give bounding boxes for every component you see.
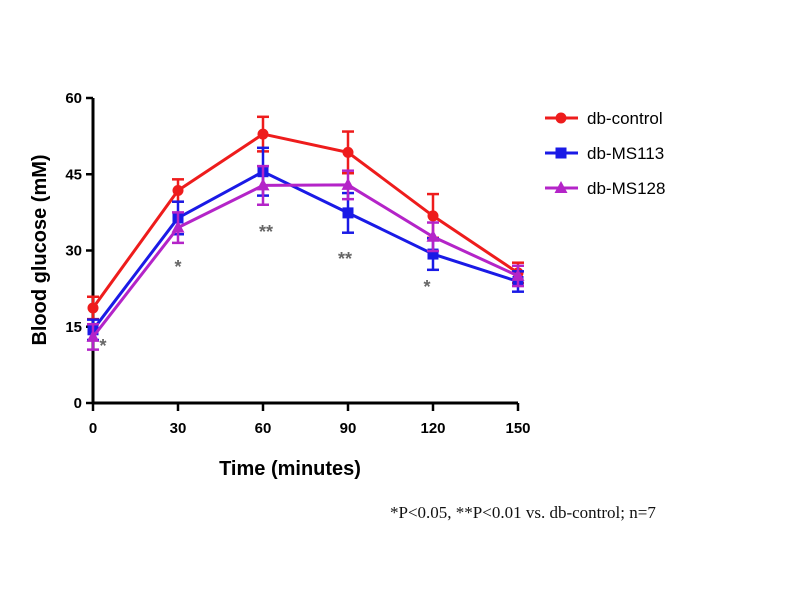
footnote: *P<0.05, **P<0.01 vs. db-control; n=7: [390, 503, 656, 522]
data-point-db-MS113: [427, 248, 439, 260]
y-tick-label: 0: [74, 395, 82, 412]
y-tick-label: 30: [65, 243, 82, 260]
data-point-db-control: [257, 128, 269, 140]
legend-marker-db-MS128: [554, 181, 568, 193]
x-tick-label: 120: [420, 420, 445, 437]
y-tick-label: 45: [65, 166, 82, 183]
y-axis-title: Blood glucose (mM): [29, 154, 51, 345]
data-point-db-control: [342, 146, 354, 158]
significance-marker: **: [259, 222, 273, 242]
data-point-db-MS128: [256, 178, 270, 191]
x-tick-label: 60: [255, 420, 272, 437]
x-axis-title: Time (minutes): [219, 458, 361, 480]
x-tick-label: 30: [170, 420, 187, 437]
data-point-db-MS128: [426, 229, 440, 242]
significance-marker: *: [174, 257, 181, 277]
data-point-db-MS128: [86, 329, 100, 342]
x-tick-label: 150: [505, 420, 530, 437]
y-tick-label: 15: [65, 319, 82, 336]
data-point-db-control: [87, 302, 99, 314]
series-line-db-control: [91, 132, 519, 309]
data-point-db-control: [172, 185, 184, 197]
significance-marker: *: [99, 336, 106, 356]
legend-marker-db-MS113: [555, 147, 567, 159]
data-point-db-MS128: [511, 268, 525, 281]
series-line-db-MS128: [91, 183, 519, 338]
x-tick-label: 90: [340, 420, 357, 437]
legend-label-db-MS128: db-MS128: [587, 179, 665, 198]
data-point-db-MS113: [342, 207, 354, 219]
legend-marker-db-control: [555, 112, 567, 124]
significance-marker: *: [423, 277, 430, 297]
legend-label-db-control: db-control: [587, 109, 663, 128]
series-line-db-MS113: [91, 170, 519, 331]
x-tick-label: 0: [89, 420, 97, 437]
legend-label-db-MS113: db-MS113: [587, 144, 664, 163]
significance-marker: **: [338, 249, 352, 269]
y-tick-label: 60: [65, 90, 82, 107]
data-point-db-MS128: [341, 177, 355, 190]
data-point-db-control: [427, 210, 439, 222]
data-point-db-MS128: [171, 220, 185, 233]
